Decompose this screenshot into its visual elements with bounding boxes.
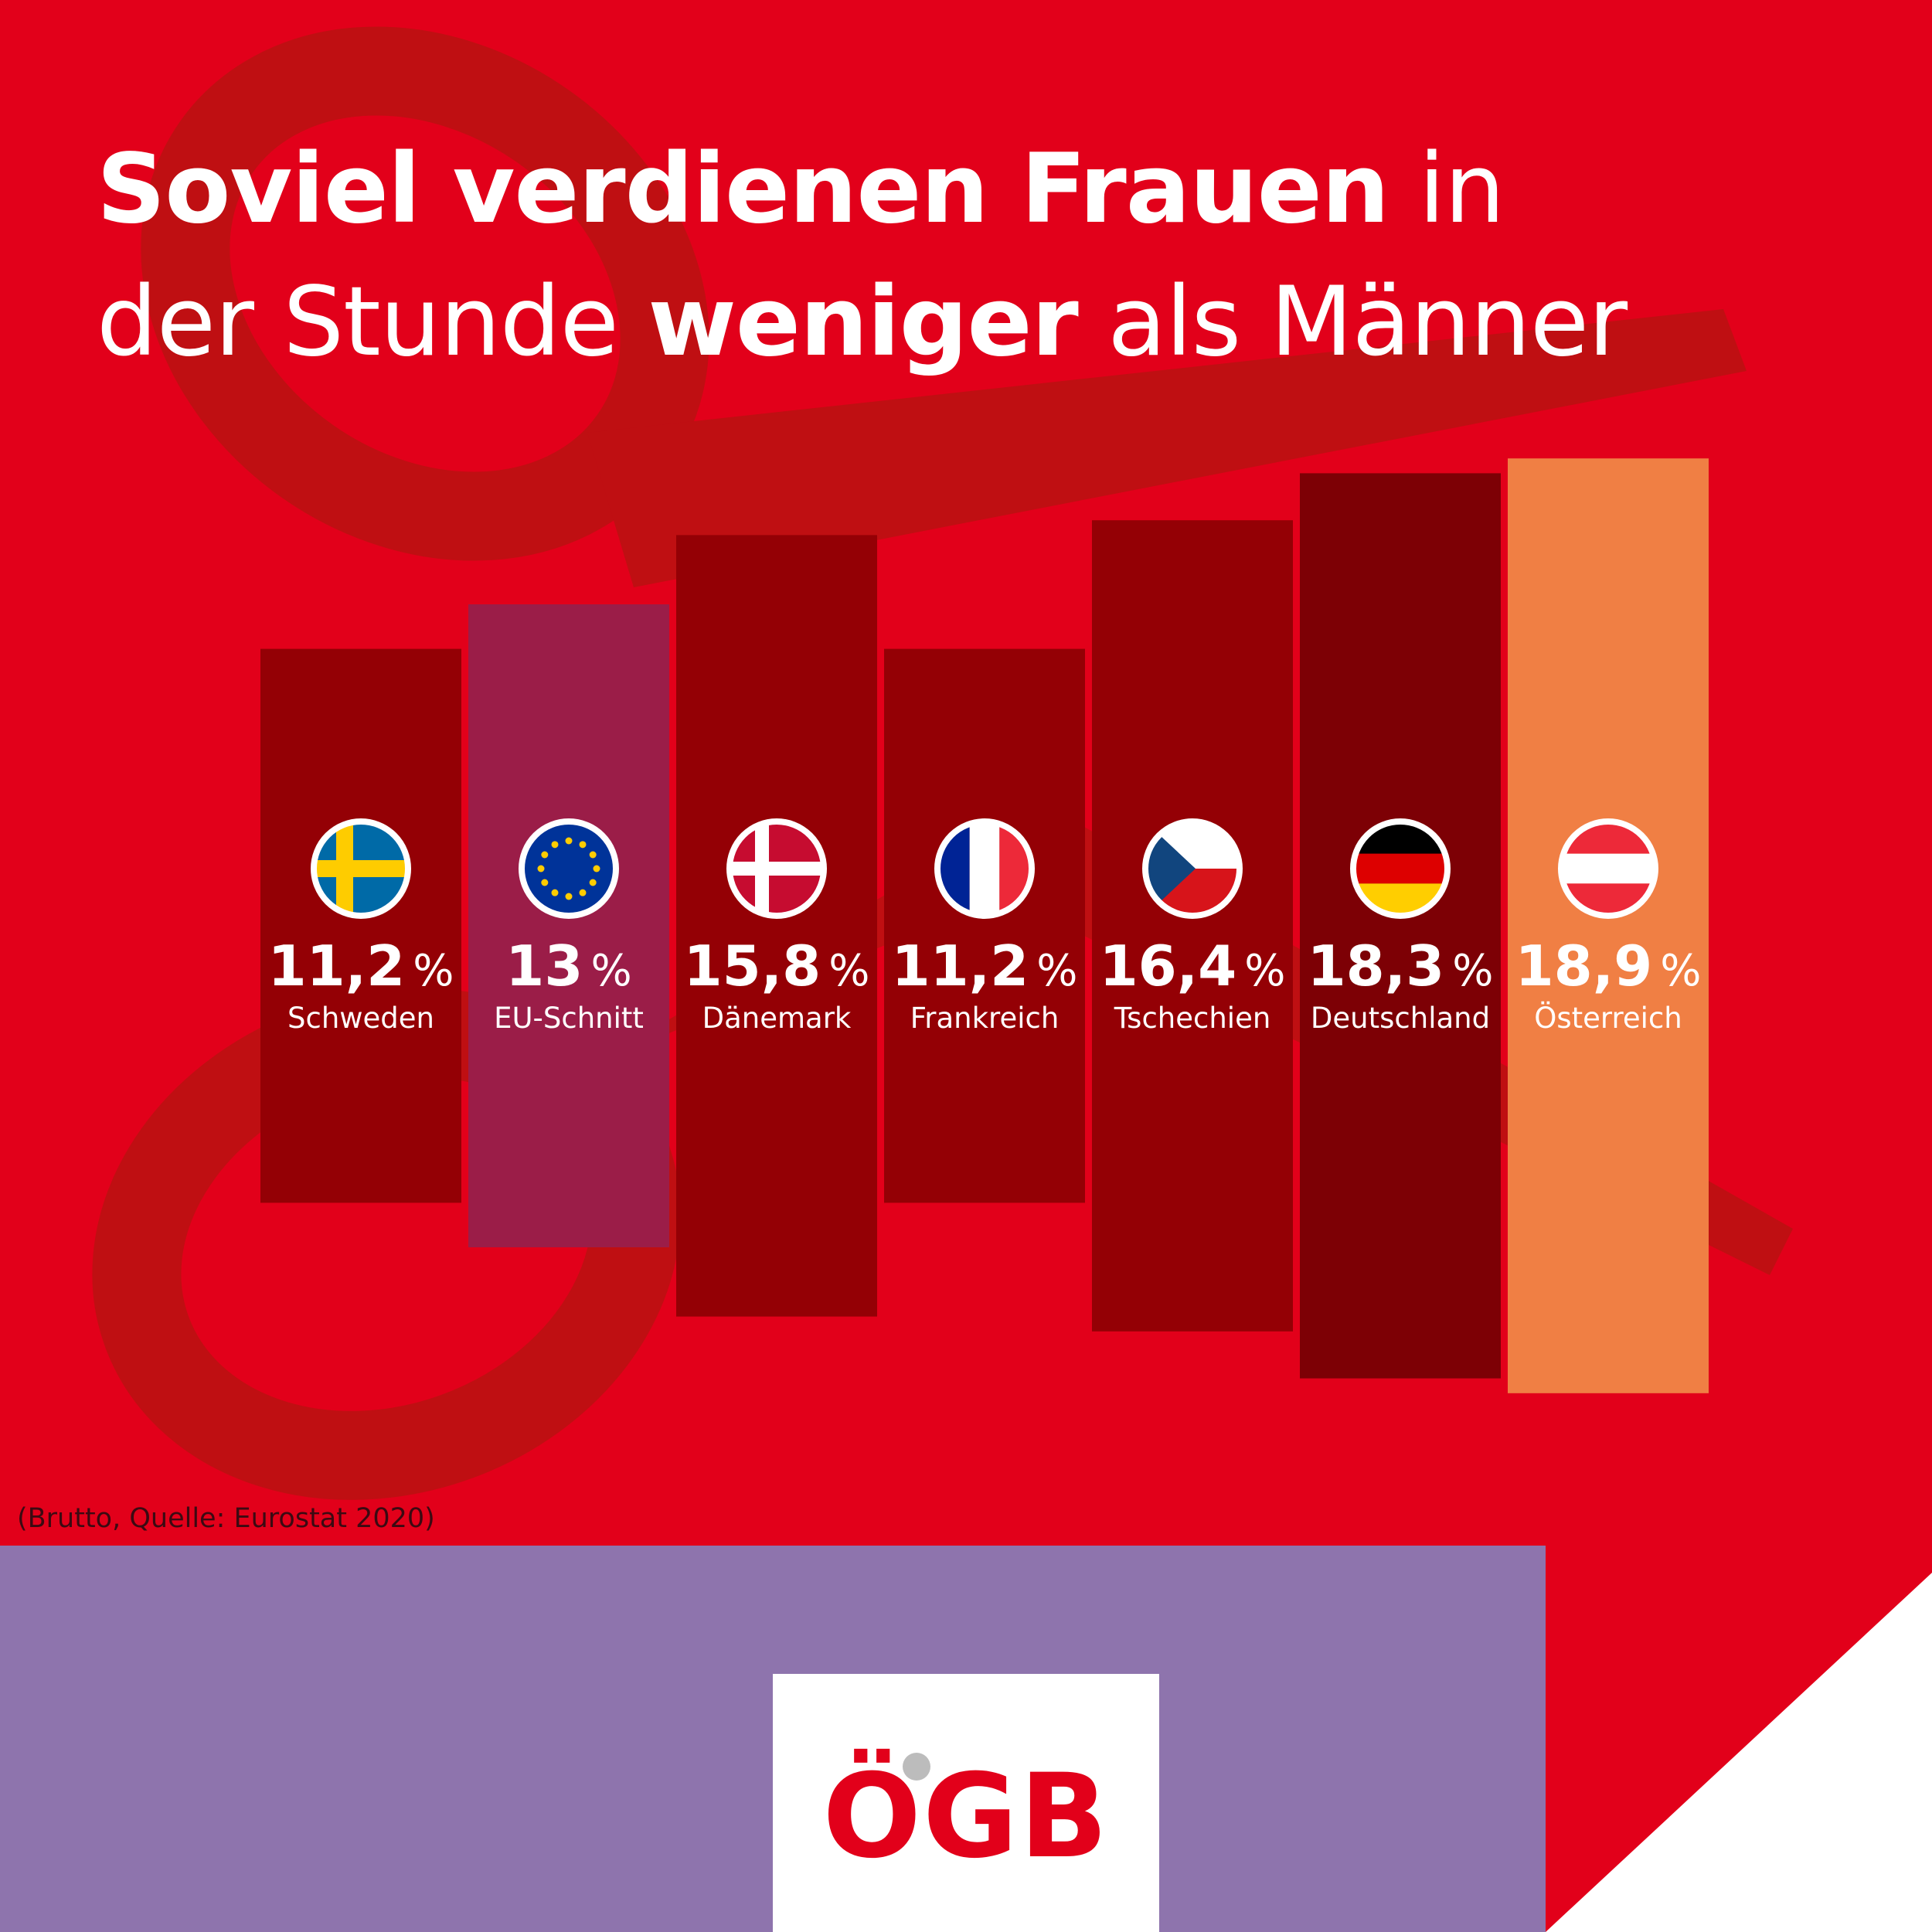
bar-value-unit: % (590, 946, 631, 996)
bar-value-unit: % (413, 946, 454, 996)
bar-category-label: Tschechien (1114, 1002, 1271, 1035)
bar-value-label: 15,8% (684, 934, 870, 998)
bar-group-4: 16,4 % Tschechien (1092, 520, 1293, 1332)
bar-value-number: 11,2 (268, 934, 406, 998)
bar-value-number: 18,3 (1308, 934, 1445, 998)
logo-box: ÖGB (773, 1674, 1159, 1932)
title-light-2a: der Stunde (97, 267, 619, 378)
bar-group-2: 15,8 % Dänemark (676, 535, 877, 1317)
logo-dot-icon (903, 1753, 930, 1781)
flag-ring (1558, 818, 1658, 919)
bar-category-label: Österreich (1534, 1002, 1682, 1035)
bar (1300, 473, 1501, 1379)
flag-ring (1350, 818, 1451, 919)
bar-value-number: 18,9 (1515, 934, 1653, 998)
bar-value-label: 11,2% (892, 934, 1078, 998)
flag-ring (311, 818, 411, 919)
bar-value-unit: % (1036, 946, 1077, 996)
bar-category-label: Deutschland (1311, 1002, 1490, 1035)
bar-group-0: 11,2 % Schweden (260, 648, 461, 1203)
bar-value-label: 11,2% (268, 934, 454, 998)
bar-value-label: 18,3% (1308, 934, 1494, 998)
title-line-2: der Stunde weniger als Männer (97, 274, 1628, 370)
bar (1508, 458, 1709, 1393)
source-note: (Brutto, Quelle: Eurostat 2020) (17, 1503, 435, 1534)
bar-group-5: 18,3 % Deutschland (1300, 473, 1501, 1379)
flag-ring (934, 818, 1035, 919)
title-bold-1: Soviel verdienen Frauen (97, 134, 1389, 245)
bar-value-number: 15,8 (684, 934, 821, 998)
bar-value-unit: % (828, 946, 869, 996)
bar-value-unit: % (1452, 946, 1493, 996)
czech-flag (1148, 824, 1237, 913)
bar-value-label: 13% (505, 934, 631, 998)
bar-group-3: 11,2 % Frankreich (884, 648, 1085, 1203)
title-light-1: in (1418, 134, 1505, 245)
oegb-logo: ÖGB (822, 1750, 1110, 1884)
bar (884, 648, 1085, 1203)
flag-ring (1142, 818, 1243, 919)
bar-group-6: 18,9 % Österreich (1508, 458, 1709, 1393)
title-light-2b: als Männer (1107, 267, 1628, 378)
bar-category-label: Schweden (287, 1002, 434, 1035)
eu-flag (524, 824, 614, 913)
bar-value-label: 16,4% (1100, 934, 1286, 998)
title-bold-2: weniger (648, 267, 1078, 378)
bar-group-1: 13 % EU-Schnitt (468, 604, 669, 1247)
flag-ring (519, 818, 619, 919)
bar (676, 535, 877, 1317)
bar-value-number: 16,4 (1100, 934, 1237, 998)
bar-value-number: 11,2 (892, 934, 1029, 998)
bar-value-unit: % (1244, 946, 1285, 996)
bar-category-label: Frankreich (910, 1002, 1060, 1035)
flag-ring (726, 818, 827, 919)
bar (1092, 520, 1293, 1332)
denmark-flag (732, 824, 821, 913)
sweden-flag (316, 824, 406, 913)
title-line-1: Soviel verdienen Frauen in (97, 141, 1505, 237)
bar (260, 648, 461, 1203)
bar-value-unit: % (1660, 946, 1701, 996)
bar-category-label: Dänemark (702, 1002, 852, 1035)
bar-value-label: 18,9% (1515, 934, 1702, 998)
bar (468, 604, 669, 1247)
bar-value-number: 13 (505, 934, 583, 998)
bar-category-label: EU-Schnitt (494, 1002, 644, 1035)
